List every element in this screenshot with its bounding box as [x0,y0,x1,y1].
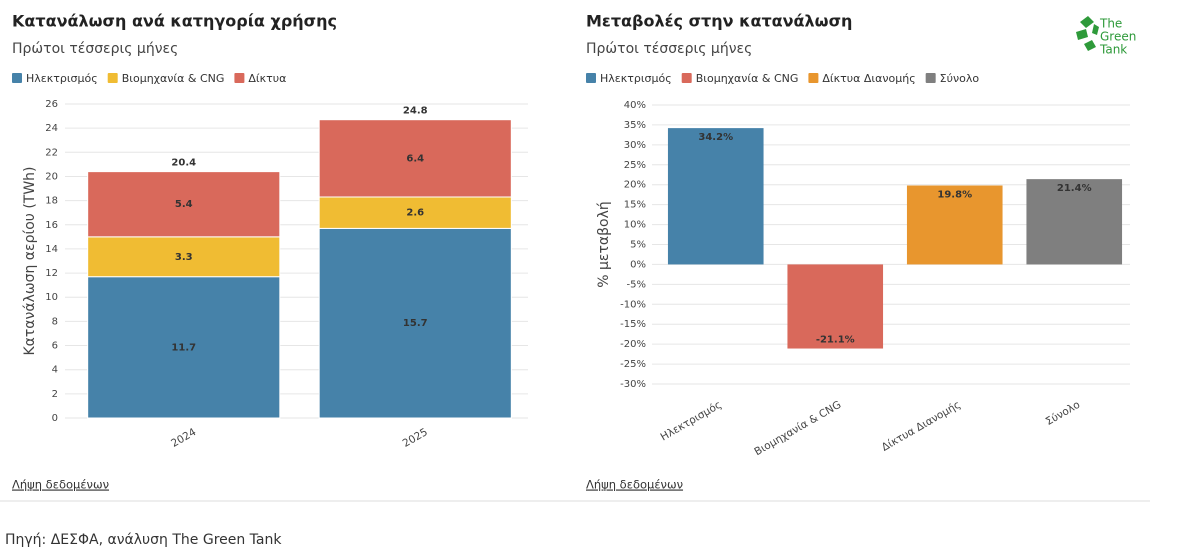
y-tick-label: 18 [45,196,58,207]
y-tick-label: 25% [624,160,646,171]
y-tick-label: -15% [620,319,646,330]
bar-segment [318,119,512,198]
y-tick-label: 26 [45,99,58,110]
data-label: -21.1% [816,335,855,346]
data-label: 3.3 [175,252,193,263]
legend-label: Βιομηχανία & CNG [122,72,225,85]
y-tick-label: 20% [624,180,646,191]
y-tick-label: 8 [52,316,58,327]
data-label: 2.6 [406,208,424,219]
x-tick-label: Σύνολο [1044,399,1083,428]
logo-mark [1076,16,1099,51]
bar-segment [87,171,281,238]
chart-subtitle: Πρώτοι τέσσερις μήνες [586,41,752,57]
y-tick-label: 14 [45,244,58,255]
legend-swatch [808,73,819,83]
data-label: 19.8% [937,190,972,201]
legend-swatch [12,73,22,83]
chart-subtitle: Πρώτοι τέσσερις μήνες [12,41,178,57]
y-tick-label: 0% [630,259,646,270]
y-tick-label: 2 [52,389,58,400]
legend-label: Βιομηχανία & CNG [696,72,799,85]
legend-swatch [586,73,596,83]
logo-text: Green [1100,30,1136,44]
data-label: 34.2% [698,132,733,143]
legend-label: Ηλεκτρισμός [26,72,98,85]
bar [667,128,764,265]
y-tick-label: 10% [624,220,646,231]
legend-swatch [234,73,245,83]
bar-segment [87,276,281,419]
x-tick-label: Δίκτυα Διανομής [880,399,963,454]
y-tick-label: -25% [620,359,646,370]
y-tick-label: 15% [624,200,646,211]
bar [1026,179,1123,265]
bar-segment [87,236,281,278]
data-label: 21.4% [1057,183,1092,194]
legend-label: Δίκτυα Διανομής [822,72,915,85]
source-note: Πηγή: ΔΕΣΦΑ, ανάλυση The Green Tank [5,532,282,548]
y-tick-label: 0 [52,413,58,424]
data-label: 15.7 [403,318,428,329]
legend-swatch [925,73,936,83]
logo-text: The [1099,17,1122,31]
legend-swatch [681,73,692,83]
y-tick-label: 6 [52,341,58,352]
bar [906,185,1003,265]
y-tick-label: 22 [45,147,58,158]
total-label: 24.8 [403,106,428,117]
y-tick-label: -20% [620,339,646,350]
x-tick-label: Βιομηχανία & CNG [752,399,843,458]
x-tick-label: 2024 [169,426,198,450]
y-tick-label: 4 [52,365,58,376]
legend-swatch [107,73,118,83]
bar [787,264,884,349]
y-tick-label: 12 [45,268,58,279]
y-tick-label: 10 [45,292,58,303]
legend-label: Σύνολο [940,72,980,85]
download-link[interactable]: Λήψη δεδομένων [12,478,109,492]
y-tick-label: 20 [45,171,58,182]
chart-title: Κατανάλωση ανά κατηγορία χρήσης [12,12,337,31]
y-tick-label: 30% [624,140,646,151]
y-tick-label: 40% [624,100,646,111]
chart-title: Μεταβολές στην κατανάλωση [586,12,852,31]
legend-label: Δίκτυα [248,72,286,85]
y-tick-label: -5% [627,279,646,290]
data-label: 5.4 [175,199,193,210]
x-tick-label: 2025 [401,426,430,450]
y-axis-label: Κατανάλωση αερίου (TWh) [22,166,38,355]
data-label: 6.4 [406,153,424,164]
y-axis-label: % μεταβολή [596,201,612,288]
x-tick-label: Ηλεκτρισμός [658,399,723,444]
y-tick-label: 16 [45,220,58,231]
logo-text: Tank [1099,43,1127,57]
data-label: 11.7 [171,342,196,353]
y-tick-label: 24 [45,123,58,134]
y-tick-label: 5% [630,240,646,251]
legend-label: Ηλεκτρισμός [600,72,672,85]
y-tick-label: -10% [620,299,646,310]
download-link[interactable]: Λήψη δεδομένων [586,478,683,492]
total-label: 20.4 [171,158,196,169]
y-tick-label: 35% [624,120,646,131]
y-tick-label: -30% [620,379,646,390]
bar-segment [318,196,512,229]
bar-segment [318,227,512,419]
